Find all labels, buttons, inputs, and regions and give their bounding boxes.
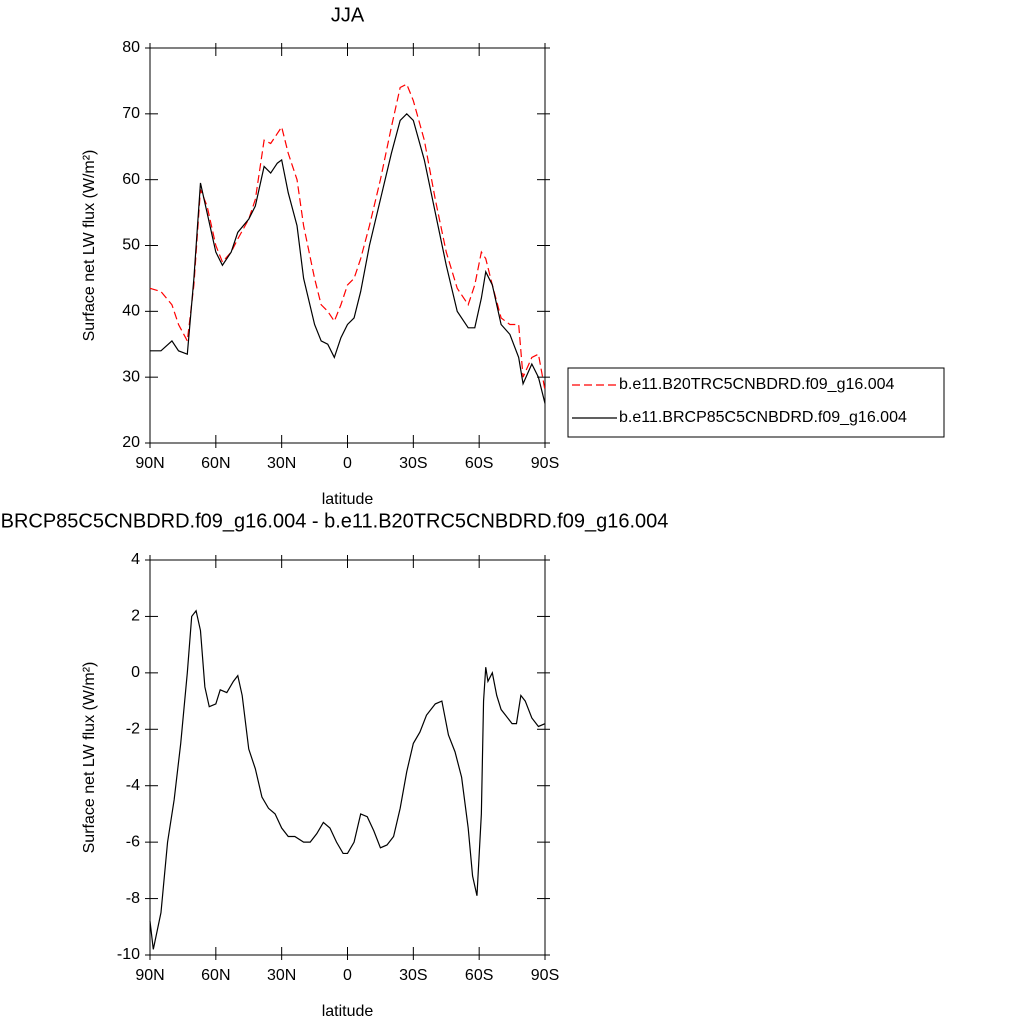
y-tick-label: 20	[122, 434, 140, 451]
x-tick-label: 60S	[465, 455, 493, 472]
y-tick-label: 80	[122, 39, 140, 56]
chart-title: BRCP85C5CNBDRD.f09_g16.004 - b.e11.B20TR…	[1, 510, 669, 532]
data-line	[149, 609, 546, 950]
y-tick-label: 2	[131, 608, 140, 625]
x-tick-label: 90S	[531, 967, 559, 984]
x-axis-label: latitude	[322, 491, 374, 508]
chart-title: JJA	[331, 4, 365, 26]
x-tick-label: 30N	[267, 967, 296, 984]
y-tick-label: 60	[122, 171, 140, 188]
plot-frame	[149, 47, 546, 444]
x-tick-label: 30N	[267, 455, 296, 472]
y-axis-label: Surface net LW flux (W/m²)	[81, 150, 98, 342]
legend-label: b.e11.BRCP85C5CNBDRD.f09_g16.004	[619, 409, 907, 426]
x-tick-label: 60S	[465, 967, 493, 984]
y-tick-label: 50	[122, 237, 140, 254]
y-tick-label: -6	[126, 833, 140, 850]
y-axis-label: Surface net LW flux (W/m²)	[81, 662, 98, 854]
x-tick-label: 0	[343, 967, 352, 984]
y-tick-label: 70	[122, 105, 140, 122]
x-tick-label: 90N	[135, 455, 164, 472]
legend-box	[567, 367, 945, 438]
y-tick-label: -2	[126, 721, 140, 738]
data-line	[149, 83, 546, 391]
y-tick-label: 30	[122, 368, 140, 385]
x-tick-label: 90N	[135, 967, 164, 984]
plot-frame	[149, 559, 546, 956]
x-tick-label: 0	[343, 455, 352, 472]
x-tick-label: 30S	[399, 967, 427, 984]
y-tick-label: 4	[131, 551, 140, 568]
x-axis-label: latitude	[322, 1003, 374, 1020]
x-tick-label: 60N	[201, 967, 230, 984]
legend-label: b.e11.B20TRC5CNBDRD.f09_g16.004	[619, 376, 895, 393]
y-tick-label: -8	[126, 890, 140, 907]
y-tick-label: -10	[117, 946, 140, 963]
x-tick-label: 30S	[399, 455, 427, 472]
data-line	[150, 112, 546, 404]
x-tick-label: 90S	[531, 455, 559, 472]
y-tick-label: -4	[126, 777, 140, 794]
y-tick-label: 0	[131, 664, 140, 681]
x-tick-label: 60N	[201, 455, 230, 472]
y-tick-label: 40	[122, 303, 140, 320]
